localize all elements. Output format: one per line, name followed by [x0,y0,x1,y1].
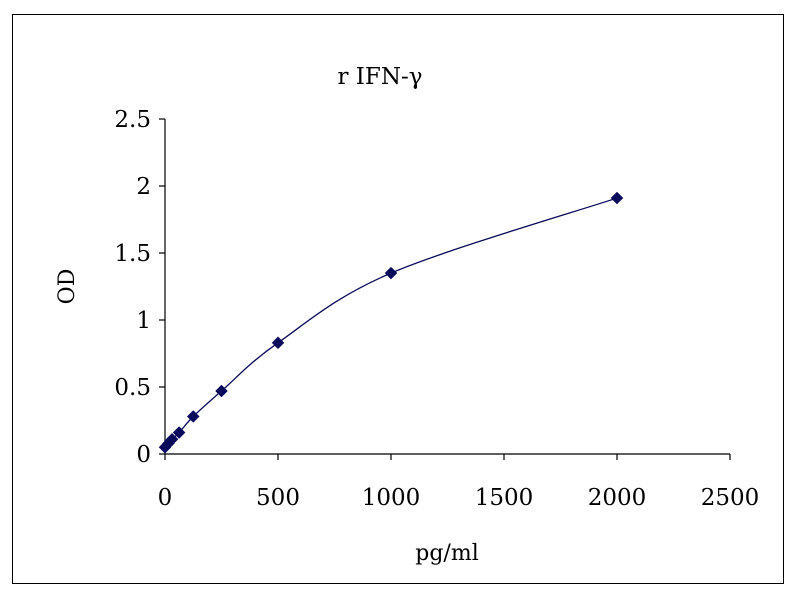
y-axis-label: OD [55,269,80,305]
data-point [215,384,228,398]
series-layer [158,191,624,454]
data-point [165,432,179,446]
x-tick-label: 2500 [701,485,760,511]
data-point [610,191,624,205]
chart-title: r IFN-γ [338,64,423,90]
chart-frame [12,14,784,584]
y-tick-label: 2 [136,174,151,200]
y-tick-label: 1 [136,308,151,334]
y-tick-label: 1.5 [114,241,151,267]
series-line [164,197,618,448]
data-point [271,336,285,350]
y-tick-label: 2.5 [114,107,151,133]
x-axis-label: pg/ml [415,541,478,566]
data-point [384,266,398,280]
x-tick-label: 1500 [475,485,534,511]
data-point [172,426,186,439]
x-tick-label: 1000 [362,485,421,511]
data-point [186,410,200,423]
x-tick-label: 500 [256,485,300,511]
y-tick-label: 0 [136,442,151,468]
x-tick-label: 0 [158,485,173,511]
axes: 0 0.5 1 1.5 2 2.5 0 500 1000 1500 2000 2500 [114,107,759,511]
y-tick-label: 0.5 [114,375,151,401]
x-tick-label: 2000 [588,485,647,511]
